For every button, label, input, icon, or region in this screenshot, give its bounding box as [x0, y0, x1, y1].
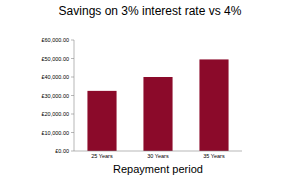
- y-tick: [71, 77, 74, 78]
- y-axis: [74, 40, 75, 151]
- y-tick: [71, 114, 74, 115]
- x-tick-label: 25 Years: [91, 153, 113, 159]
- y-tick-label: £10,000.00: [41, 130, 69, 136]
- chart-title: Savings on 3% interest rate vs 4%: [59, 4, 242, 18]
- y-tick: [71, 40, 74, 41]
- y-tick-label: £30,000.00: [41, 93, 69, 99]
- bars: [87, 59, 228, 151]
- y-tick: [71, 95, 74, 96]
- y-tick-label: £20,000.00: [41, 111, 69, 117]
- y-tick: [71, 58, 74, 59]
- x-axis: [74, 151, 242, 152]
- bar: [87, 91, 116, 151]
- chart-svg: Savings on 3% interest rate vs 4% £0.00 £1…: [0, 0, 300, 180]
- y-tick-label: £40,000.00: [41, 74, 69, 80]
- chart-container: Savings on 3% interest rate vs 4% £0.00 £1…: [0, 0, 300, 180]
- x-tick-label: 35 Years: [203, 153, 225, 159]
- bar: [199, 59, 228, 151]
- y-tick: [71, 151, 74, 152]
- y-tick-label: £0.00: [55, 148, 69, 154]
- x-axis-label: Repayment period: [113, 163, 203, 175]
- y-tick: [71, 132, 74, 133]
- x-tick-label: 30 Years: [147, 153, 169, 159]
- y-tick-label: £60,000.00: [41, 37, 69, 43]
- bar: [143, 77, 172, 151]
- y-tick-label: £50,000.00: [41, 56, 69, 62]
